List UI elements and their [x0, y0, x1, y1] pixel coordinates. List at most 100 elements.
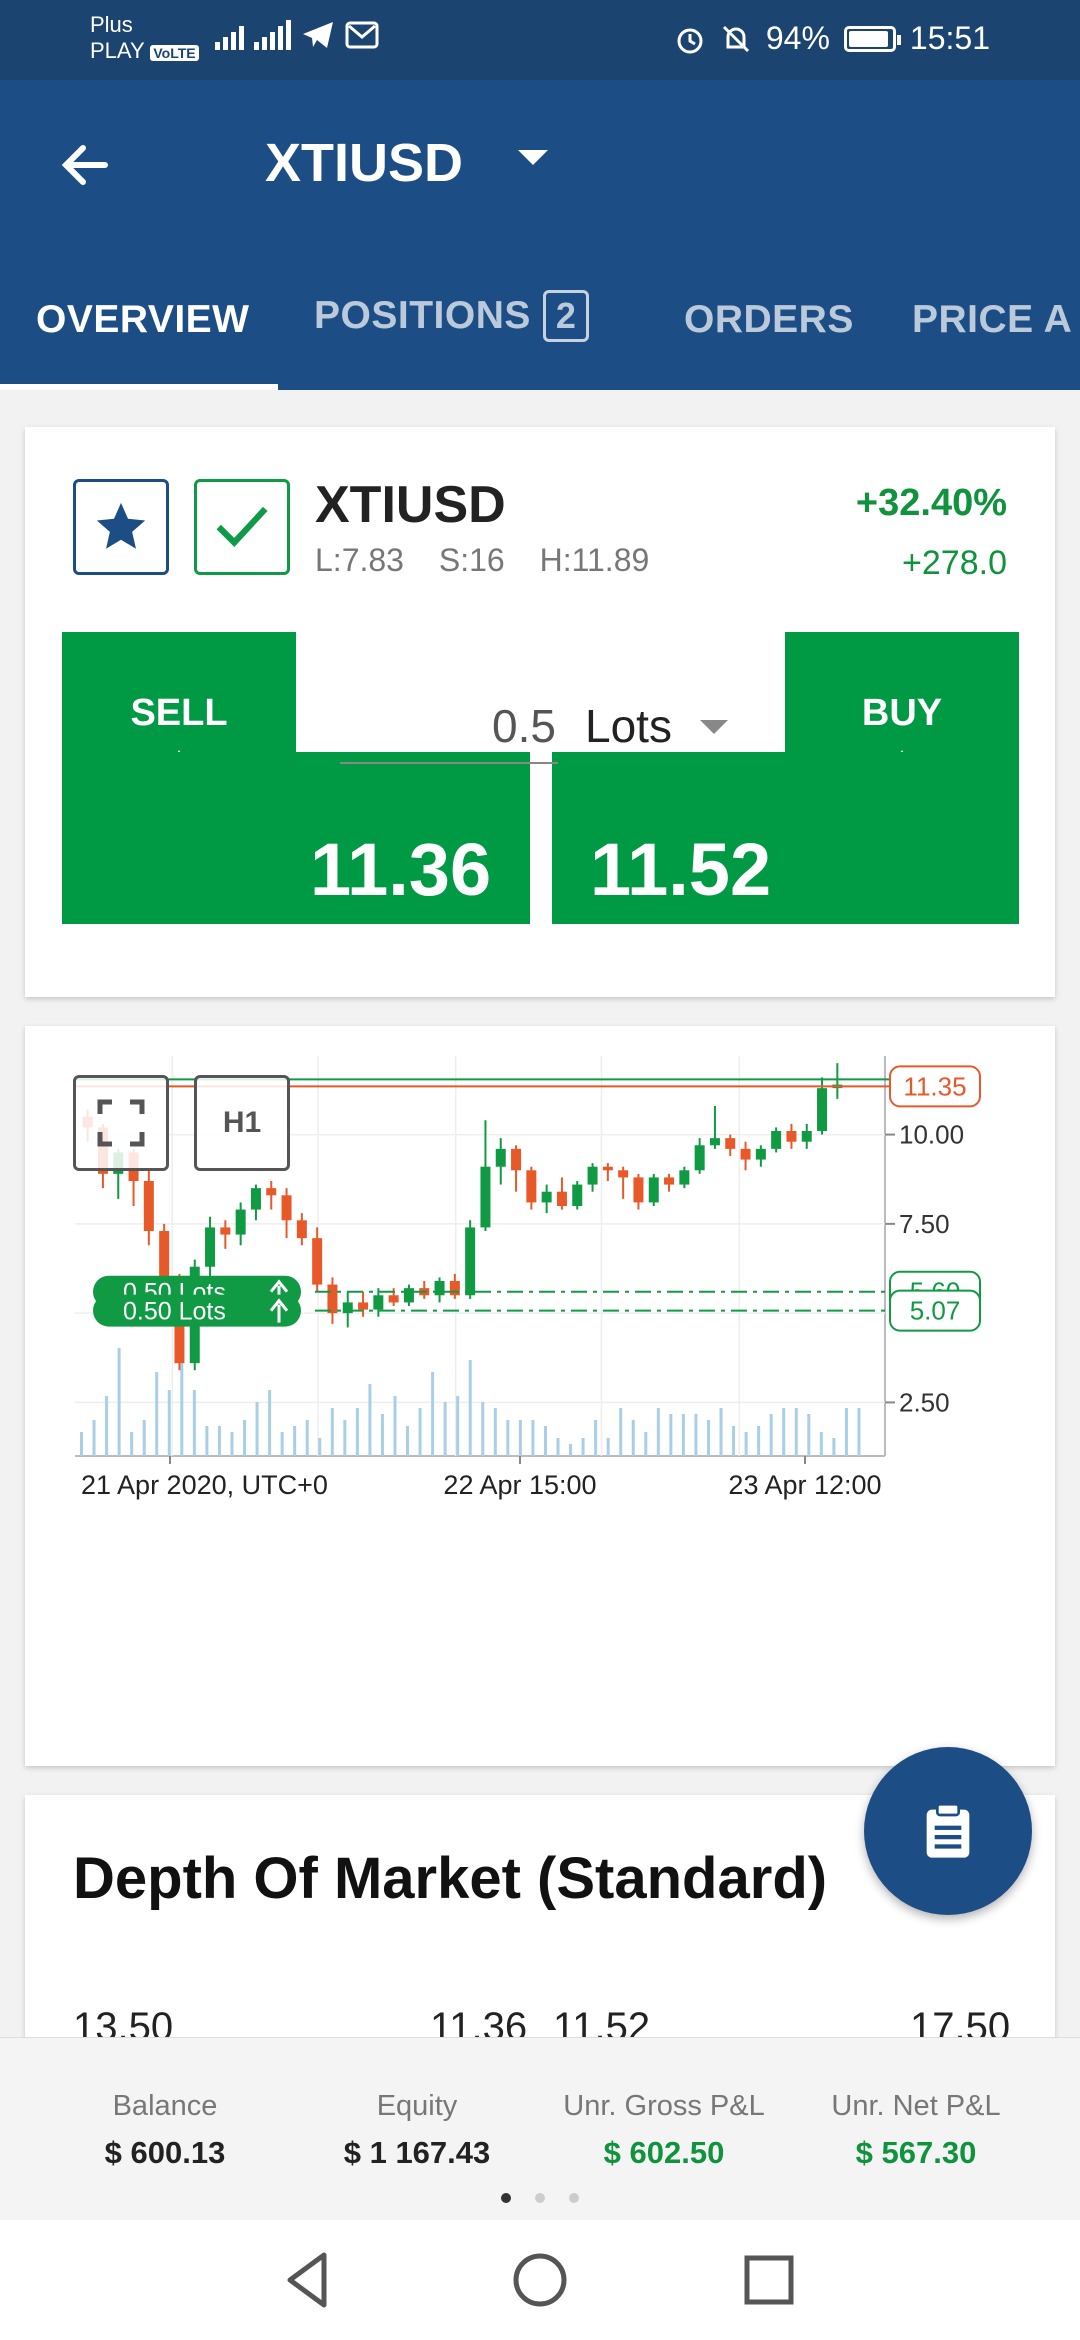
page-dot	[535, 2193, 545, 2203]
volume-bar	[80, 1432, 83, 1456]
volume-bar	[205, 1426, 209, 1456]
equity-label: Equity	[376, 2090, 458, 2122]
fullscreen-button[interactable]	[73, 1075, 169, 1171]
volume-bar	[431, 1372, 435, 1456]
candle-body	[541, 1191, 552, 1203]
x-tick-label: 21 Apr 2020, UTC+0	[81, 1470, 328, 1500]
instrument-stats: L:7.83 S:16 H:11.89	[315, 542, 675, 579]
depth-title: Depth Of Market (Standard)	[73, 1846, 828, 1911]
sell-price-button[interactable]	[62, 752, 530, 924]
candle-body	[740, 1148, 751, 1160]
buy-price-button[interactable]	[552, 752, 1019, 924]
volume-bar	[393, 1396, 397, 1456]
clipboard-fab[interactable]	[864, 1747, 1032, 1915]
timeframe-button[interactable]: H1	[194, 1075, 290, 1171]
volume-bar	[418, 1408, 422, 1456]
volume-bar	[456, 1396, 460, 1456]
volume-bar	[155, 1372, 159, 1456]
volume-bar	[255, 1402, 259, 1456]
instrument-title[interactable]: XTIUSD	[265, 133, 464, 193]
chevron-down-icon[interactable]	[518, 150, 548, 165]
candle-body	[771, 1131, 782, 1149]
candle-body	[449, 1281, 460, 1296]
candle-body	[159, 1231, 170, 1285]
system-nav-bar	[0, 2220, 1080, 2340]
tab-price-alerts[interactable]: PRICE A	[912, 298, 1073, 341]
candle-body	[296, 1220, 307, 1239]
candle-body	[755, 1148, 766, 1160]
volume-bar	[757, 1426, 761, 1456]
volume-bar	[782, 1408, 786, 1456]
gross-pnl-value: $ 602.50	[603, 2135, 725, 2170]
dropdown-caret-icon[interactable]	[700, 720, 728, 734]
lots-input-underline	[340, 762, 558, 764]
clock: 15:51	[909, 20, 990, 56]
position-label: 0.50 Lots	[123, 1298, 226, 1326]
volume-bar	[844, 1408, 848, 1456]
tab-overview[interactable]: OVERVIEW	[36, 298, 250, 341]
sell-price: 11.36	[310, 828, 492, 911]
net-pnl-label: Unr. Net P&L	[831, 2090, 1001, 2122]
page-indicator[interactable]	[0, 2193, 1080, 2203]
volume-bar	[192, 1390, 196, 1456]
select-button[interactable]	[194, 479, 290, 575]
candle-body	[388, 1295, 399, 1303]
candle-body	[694, 1145, 705, 1171]
candle-body	[358, 1302, 369, 1310]
lots-unit-select[interactable]: Lots	[585, 700, 672, 752]
tab-positions[interactable]: POSITIONS 2	[314, 290, 590, 342]
volume-bar	[619, 1408, 623, 1456]
volume-bar	[280, 1432, 284, 1456]
volume-bar	[105, 1396, 109, 1456]
volume-bar	[481, 1402, 485, 1456]
volume-bar	[656, 1408, 660, 1456]
candle-body	[312, 1238, 323, 1285]
x-tick-label: 22 Apr 15:00	[443, 1470, 596, 1500]
volume-bar	[406, 1426, 410, 1456]
nav-recents-icon[interactable]	[734, 2245, 804, 2315]
candle-body	[817, 1088, 828, 1131]
candle-body	[373, 1295, 384, 1310]
volume-bar	[744, 1432, 748, 1456]
carrier-info: Plus PLAY VoLTE	[90, 12, 199, 66]
nav-back-icon[interactable]	[274, 2245, 344, 2315]
candle-body	[480, 1166, 491, 1228]
volume-bar	[318, 1438, 322, 1456]
volume-bar	[807, 1414, 811, 1456]
instrument-symbol: XTIUSD	[315, 476, 506, 534]
nav-home-icon[interactable]	[505, 2245, 575, 2315]
volume-bar	[819, 1432, 823, 1456]
alarm-icon	[677, 28, 703, 53]
volume-bar	[631, 1420, 635, 1456]
balance-label: Balance	[112, 2090, 218, 2122]
app-bar: XTIUSD OVERVIEW POSITIONS 2 ORDERS PRICE …	[0, 80, 1080, 390]
spread: S:16	[438, 542, 505, 578]
position-pill	[93, 1294, 301, 1327]
volume-bar	[443, 1402, 447, 1456]
sell-button[interactable]: SELL	[62, 632, 296, 752]
volume-bar	[305, 1420, 309, 1456]
carrier-name-2: PLAY	[90, 38, 145, 63]
volume-bar	[343, 1420, 347, 1456]
volume-bar	[117, 1348, 121, 1456]
volume-bar	[493, 1408, 497, 1456]
clipboard-icon	[926, 1803, 970, 1858]
candle-body	[434, 1281, 445, 1296]
high-price: H:11.89	[539, 542, 650, 578]
volume-bar	[569, 1444, 573, 1456]
volume-bar	[230, 1432, 234, 1456]
buy-button[interactable]: BUY	[785, 632, 1019, 752]
favorite-button[interactable]	[73, 479, 169, 575]
candle-body	[709, 1138, 720, 1146]
volume-bar	[355, 1408, 359, 1456]
candle-body	[281, 1195, 292, 1221]
lots-input[interactable]: 0.5	[492, 700, 556, 752]
tab-orders[interactable]: ORDERS	[684, 298, 854, 341]
lte-signal-icon	[254, 20, 291, 50]
arrow-left-icon[interactable]	[55, 135, 115, 195]
volume-bar	[180, 1360, 184, 1456]
candle-body	[403, 1288, 414, 1303]
current-price-tag: 11.35	[903, 1071, 966, 1101]
equity-value: $ 1 167.43	[343, 2135, 491, 2170]
